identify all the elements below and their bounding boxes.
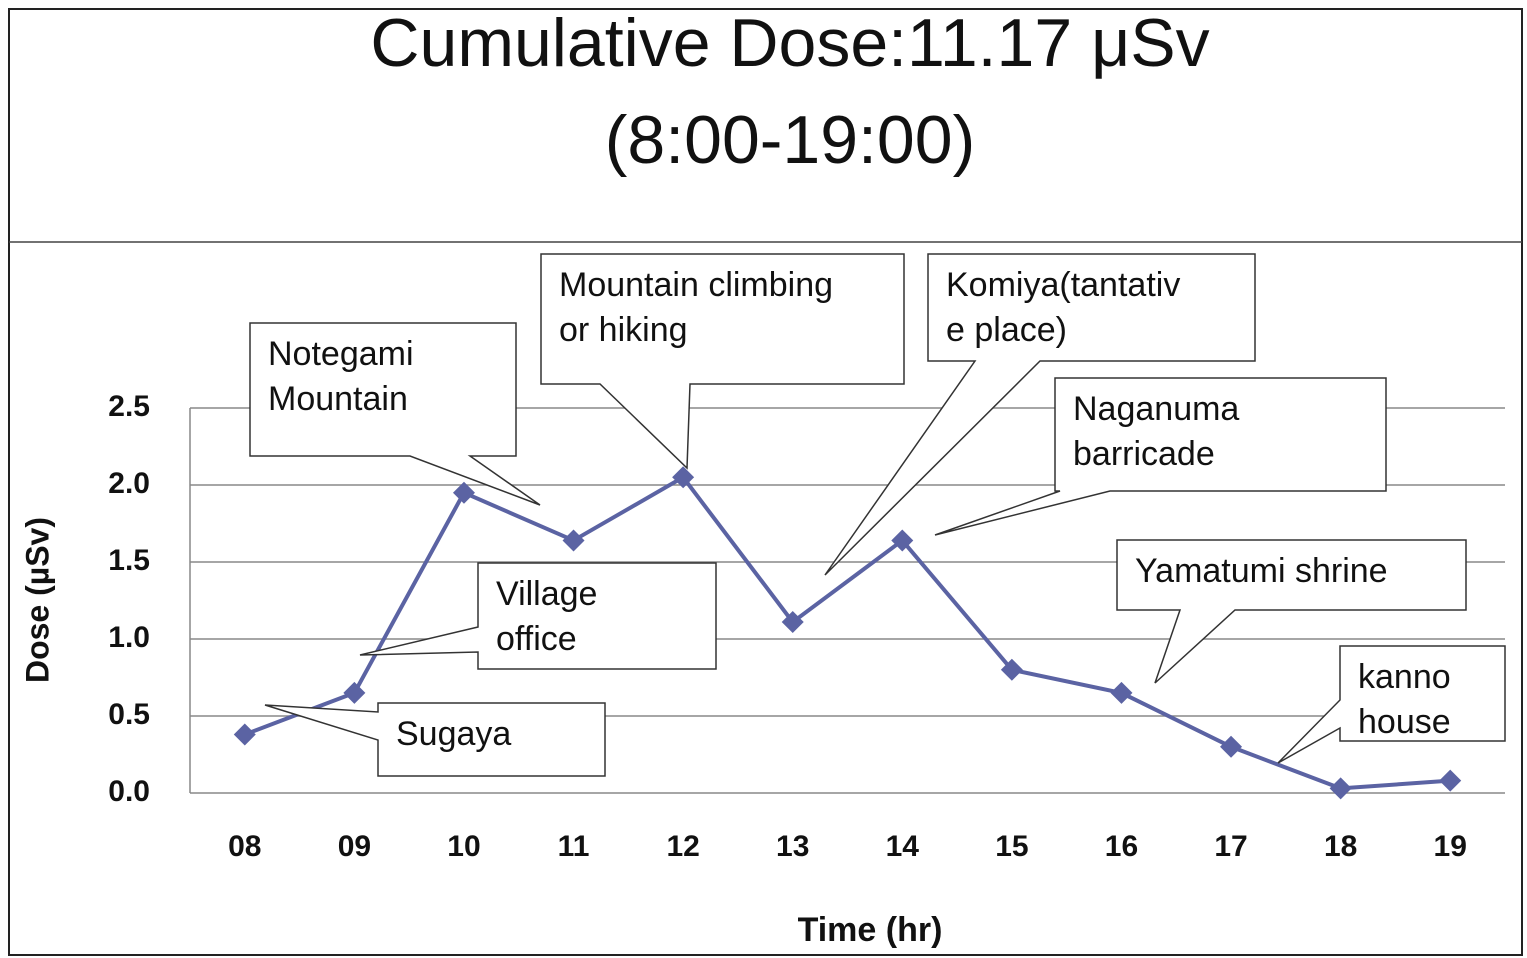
y-tick-label: 0.0 bbox=[108, 775, 150, 808]
point-marker bbox=[233, 723, 256, 746]
y-tick-label: 0.5 bbox=[108, 698, 150, 731]
callout-box bbox=[1277, 645, 1506, 764]
x-tick-label: 10 bbox=[447, 830, 480, 863]
point-marker bbox=[672, 466, 695, 489]
x-tick-label: 11 bbox=[558, 830, 590, 863]
callout-box bbox=[249, 322, 541, 506]
callout-text: Komiya(tantativ bbox=[946, 266, 1180, 304]
callout-box bbox=[540, 253, 905, 470]
callout-text: Notegami bbox=[268, 335, 414, 373]
point-marker bbox=[562, 529, 585, 552]
point-marker bbox=[781, 611, 804, 634]
callout-box bbox=[264, 702, 606, 777]
callout-text: Naganuma bbox=[1073, 390, 1239, 428]
x-tick-label: 15 bbox=[995, 830, 1028, 863]
callout-box bbox=[824, 253, 1256, 576]
point-marker bbox=[343, 681, 366, 704]
callout-text: Yamatumi shrine bbox=[1135, 552, 1388, 590]
x-tick-label: 18 bbox=[1324, 830, 1357, 863]
callout-box bbox=[359, 562, 717, 670]
x-tick-label: 13 bbox=[776, 830, 809, 863]
callout-text: barricade bbox=[1073, 435, 1215, 473]
frame bbox=[8, 8, 1523, 956]
point-marker bbox=[1439, 769, 1462, 792]
point-marker bbox=[1329, 777, 1352, 800]
y-axis-label: Dose (µSv) bbox=[19, 517, 55, 683]
callout-text: Mountain climbing bbox=[559, 266, 833, 304]
callout-text: e place) bbox=[946, 311, 1067, 349]
callout-text: kanno bbox=[1358, 658, 1451, 696]
callout-box bbox=[1116, 539, 1467, 684]
callout-text: Mountain bbox=[268, 380, 408, 418]
point-marker bbox=[452, 481, 475, 504]
callout-text: Village bbox=[496, 575, 597, 613]
point-marker bbox=[1220, 735, 1243, 758]
x-tick-label: 09 bbox=[338, 830, 371, 863]
point-marker bbox=[1000, 658, 1023, 681]
x-tick-label: 19 bbox=[1434, 830, 1467, 863]
x-tick-label: 16 bbox=[1105, 830, 1138, 863]
callout-text: Sugaya bbox=[396, 715, 511, 753]
y-tick-label: 2.0 bbox=[108, 467, 150, 500]
x-tick-label: 08 bbox=[228, 830, 261, 863]
callout-text: house bbox=[1358, 703, 1451, 741]
series-line bbox=[244, 474, 1451, 791]
x-tick-label: 14 bbox=[886, 830, 920, 863]
x-tick-label: 12 bbox=[666, 830, 699, 863]
point-marker bbox=[891, 529, 914, 552]
callout-text: office bbox=[496, 620, 577, 658]
chart-title: Cumulative Dose:11.17 μSv bbox=[370, 5, 1209, 81]
y-tick-label: 2.5 bbox=[108, 390, 150, 423]
x-axis-label: Time (hr) bbox=[798, 911, 943, 949]
y-tick-label: 1.5 bbox=[108, 544, 150, 577]
chart-subtitle: (8:00-19:00) bbox=[605, 102, 975, 178]
point-marker bbox=[1110, 681, 1133, 704]
x-tick-label: 17 bbox=[1214, 830, 1247, 863]
callout-box bbox=[934, 377, 1387, 536]
callout-text: or hiking bbox=[559, 311, 688, 349]
y-tick-label: 1.0 bbox=[108, 621, 150, 654]
